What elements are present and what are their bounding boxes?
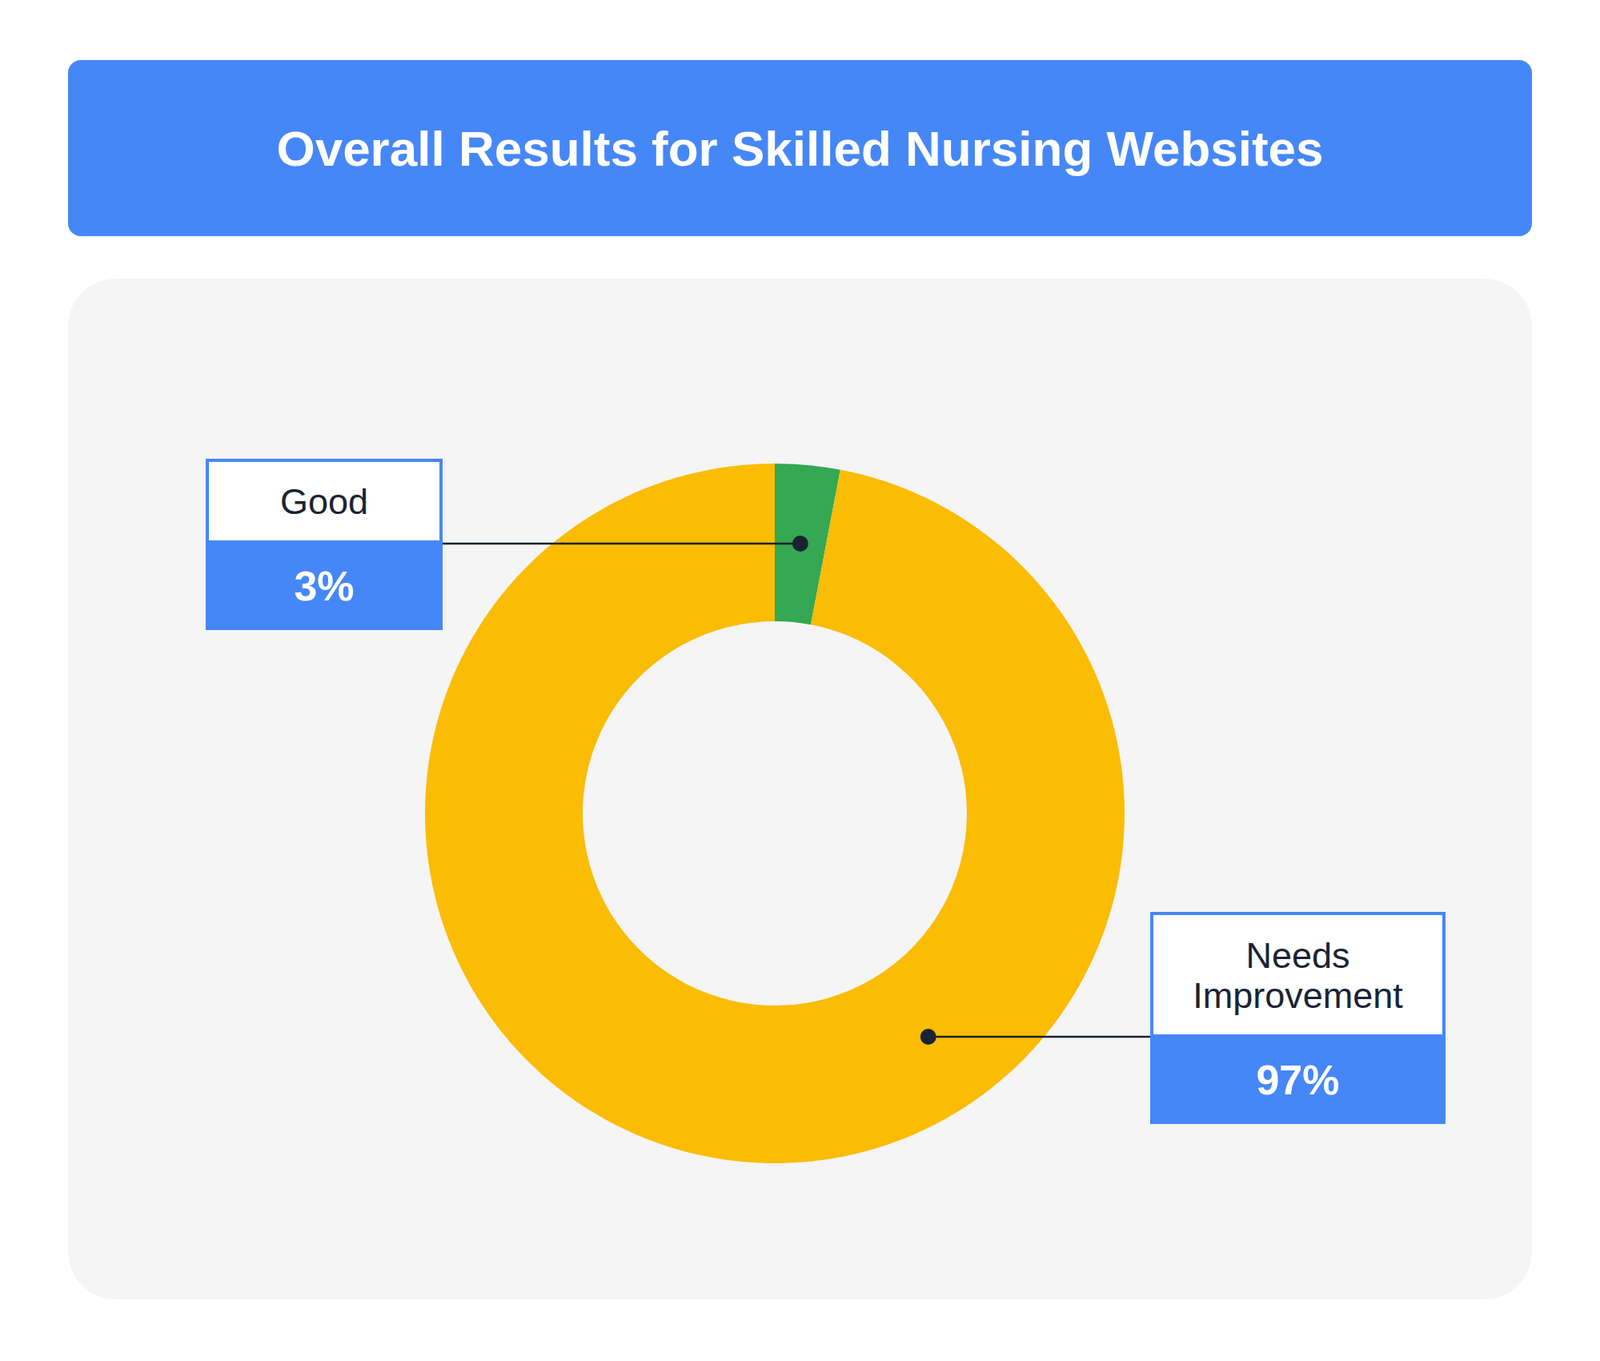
donut (425, 463, 1125, 1163)
label-box (1151, 913, 1444, 1036)
slice (425, 463, 1125, 1163)
value-label: 97% (1255, 1056, 1340, 1103)
title-bar (68, 60, 1532, 237)
panel (68, 278, 1532, 1300)
callout: Good 3% (205, 460, 809, 630)
chart: Overall Results for Skilled Nursing Webs… (0, 0, 1600, 1361)
label-box (207, 460, 442, 542)
title: Overall Results for Skilled Nursing Webs… (276, 120, 1324, 177)
category-label: NeedsImprovement (1192, 934, 1404, 1016)
leader-dot (792, 535, 809, 552)
value-box (1150, 1035, 1446, 1124)
callout: NeedsImprovement 97% (920, 913, 1446, 1124)
category-label: Good (280, 481, 369, 522)
value-label: 3% (293, 562, 354, 610)
leader-dot (920, 1028, 937, 1045)
leader-line (441, 542, 801, 546)
leader-line (928, 1035, 1152, 1039)
value-box (205, 541, 443, 630)
